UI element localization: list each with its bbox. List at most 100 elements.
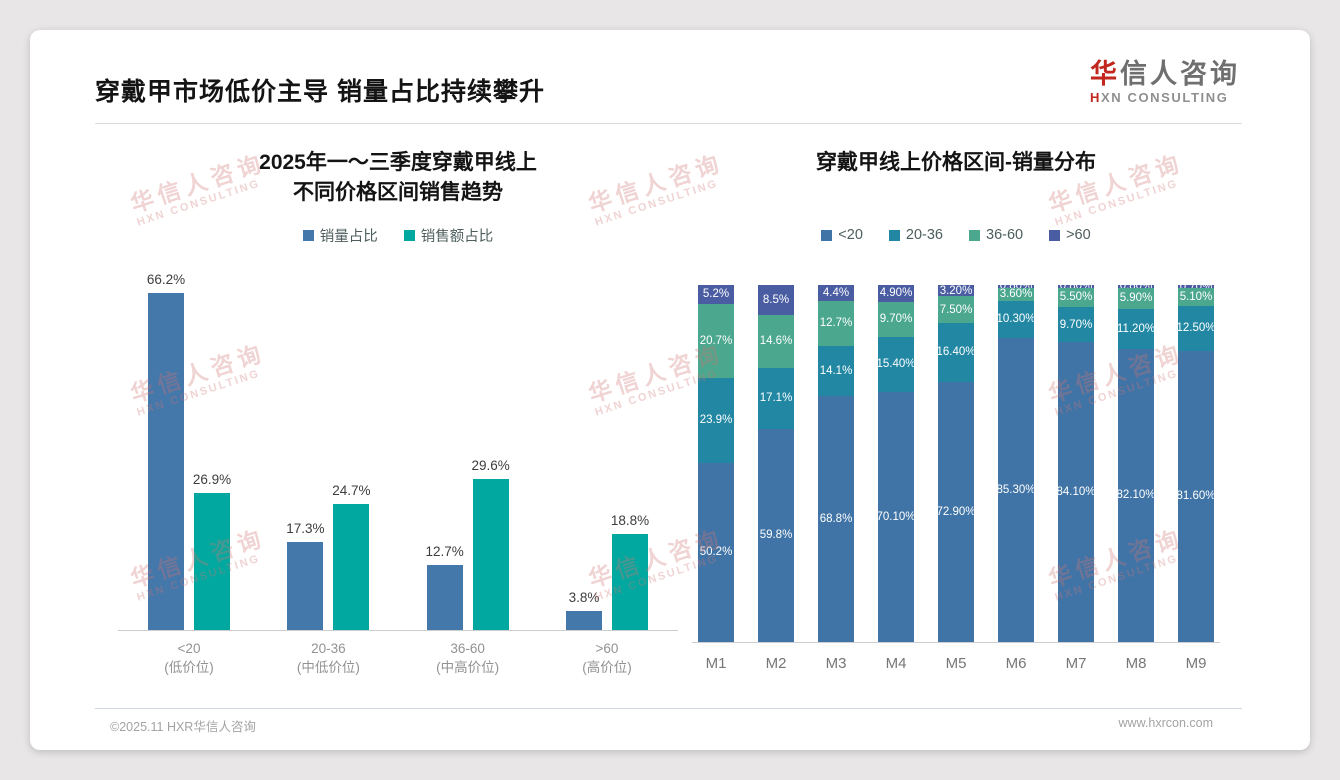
category-label: M1 [705,655,727,672]
segment-value-label: 3.20% [939,284,973,297]
stacked-segment: 8.5% [758,285,794,316]
left-chart-xaxis-labels: <20 (低价位) 20-36 (中低价位) 36-60 (中高价位) >60 (高价位) [118,639,678,677]
slide-card: 穿戴甲市场低价主导 销量占比持续攀升 华信人咨询 HXN CONSULTING … [30,30,1310,750]
segment-value-label: 84.10% [1056,485,1096,498]
category-label: M2 [765,655,787,672]
category-range: 20-36 [311,641,346,656]
stacked-bar: 4.90% 9.70% 15.40% 70.10% [876,284,916,642]
segment-value-label: 70.10% [876,510,916,523]
legend-swatch [888,229,900,241]
segment-value-label: 20.7% [699,334,733,347]
stacked-segment: 50.2% [698,462,734,642]
bar-value-label: 26.9% [192,472,232,487]
bar-group: 66.2% 26.9% [147,272,232,630]
bar-value-label: 3.8% [568,590,600,605]
stacked-bar: 0.80% 5.50% 9.70% 84.10% [1056,280,1096,642]
bar: 18.8% [611,513,649,630]
left-chart-title: 2025年一～三季度穿戴甲线上 不同价格区间销售趋势 [118,148,678,214]
stacked-segment: 84.10% [1056,341,1096,642]
segment-value-label: 72.90% [936,505,976,518]
segment-value-label: 4.90% [879,287,913,300]
stacked-bar: 5.2% 20.7% 23.9% 50.2% [698,285,734,642]
stacked-segment: 5.50% [1058,287,1094,308]
segment-value-label: 15.40% [876,358,916,371]
segment-value-label: 11.20% [1116,322,1156,335]
bar-value-label: 12.7% [425,544,464,559]
stacked-segment: 20.7% [698,303,734,378]
category-label: M7 [1065,655,1087,672]
right-chart: 穿戴甲线上价格区间-销量分布 <20 20-36 36-60 >60 5.2% 20.7… [692,148,1220,672]
segment-value-label: 50.2% [699,546,733,559]
stacked-segment: 82.10% [1116,348,1156,642]
segment-value-label: 4.4% [822,286,850,299]
category-label: 20-36 (中低价位) [261,639,395,677]
category-label: M5 [945,655,967,672]
segment-value-label: 12.7% [819,317,853,330]
category-label: M9 [1185,655,1207,672]
stacked-segment: 12.7% [818,300,854,347]
logo-en-accent: H [1090,90,1101,105]
segment-value-label: 10.30% [996,313,1036,326]
bar: 17.3% [286,521,324,630]
category-tier: (中高价位) [436,660,500,675]
segment-value-label: 81.60% [1176,490,1216,503]
category-range: 36-60 [450,641,485,656]
legend-swatch [302,229,314,241]
footer-copyright: ©2025.11 HXR华信人咨询 [110,720,256,734]
bar: 24.7% [332,483,370,630]
footer-website: www.hxrcon.com [1118,716,1213,730]
stacked-segment: 68.8% [818,396,854,642]
legend-item: 20-36 [888,227,943,243]
segment-value-label: 17.1% [759,392,793,404]
stacked-segment: 59.8% [758,428,794,642]
stacked-segment: 3.60% [998,287,1034,301]
logo-cn-accent: 华 [1090,59,1120,89]
segment-value-label: 5.90% [1119,292,1153,305]
category-tier: (高价位) [582,660,632,675]
bar: 12.7% [426,544,464,630]
category-label: 36-60 (中高价位) [401,639,535,677]
category-range: <20 [177,641,201,656]
stacked-bar: 3.20% 7.50% 16.40% 72.90% [936,284,976,642]
segment-value-label: 16.40% [936,346,976,359]
legend-swatch [1049,229,1061,241]
logo-english-name: HXN CONSULTING [1090,90,1240,105]
stacked-segment: 3.20% [938,284,974,297]
stacked-segment: 12.50% [1176,306,1216,351]
category-label: M8 [1125,655,1147,672]
left-chart-legend: 销量占比 销售额占比 [118,225,678,246]
stacked-bar: 8.5% 14.6% 17.1% 59.8% [758,285,794,642]
stacked-bar: 4.4% 12.7% 14.1% 68.8% [818,285,854,642]
stacked-segment: 9.70% [1058,307,1094,342]
stacked-segment: 11.20% [1116,308,1156,349]
logo-en-text: XN CONSULTING [1101,90,1229,105]
category-tier: (中低价位) [296,660,360,675]
stacked-segment: 15.40% [876,336,916,392]
segment-value-label: 23.9% [699,414,733,427]
segment-value-label: 9.70% [879,313,913,326]
segment-value-label: 9.70% [1059,318,1093,331]
legend-swatch [821,229,833,241]
stacked-segment: 23.9% [698,377,734,463]
legend-label: 36-60 [986,227,1024,243]
right-chart-plot: 5.2% 20.7% 23.9% 50.2% 8.5% 14.6% 17.1% 59.8% 4.… [692,280,1220,643]
bar: 66.2% [147,272,185,630]
legend-item: 销量占比 [302,225,378,246]
bar-group: 12.7% 29.6% [426,458,510,630]
stacked-segment: 14.6% [758,315,794,368]
page-title: 穿戴甲市场低价主导 销量占比持续攀升 [95,78,545,106]
category-label: <20 (低价位) [122,639,256,677]
header-divider [95,123,1242,124]
category-tier: (低价位) [164,660,214,675]
segment-value-label: 12.50% [1176,322,1216,335]
legend-swatch [969,229,980,241]
bar-value-label: 24.7% [332,483,371,498]
stacked-segment: 10.30% [996,300,1036,338]
bar-value-label: 66.2% [146,272,186,287]
left-chart: 2025年一～三季度穿戴甲线上 不同价格区间销售趋势 销量占比 销售额占比 66.2… [118,148,678,677]
stacked-bar: 0.80% 5.90% 11.20% 82.10% [1116,280,1156,642]
legend-swatch [403,229,415,241]
category-range: >60 [595,641,619,656]
segment-value-label: 8.5% [762,294,790,307]
bar-group: 17.3% 24.7% [286,483,370,630]
